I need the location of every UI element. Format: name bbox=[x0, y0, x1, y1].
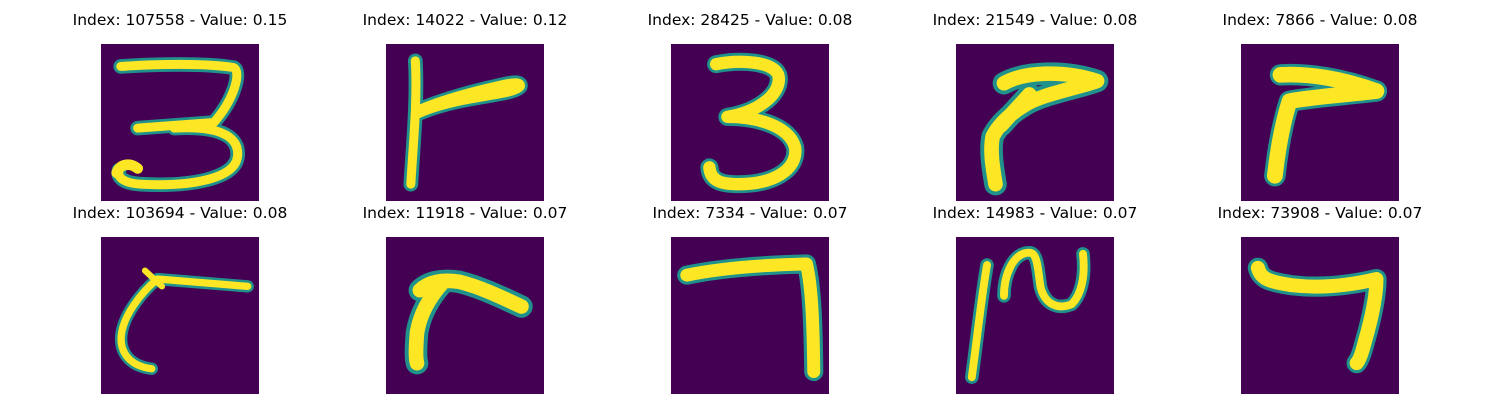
panel-6: Index: 103694 - Value: 0.08 bbox=[50, 203, 310, 394]
digit-image bbox=[101, 44, 259, 201]
panel-title: Index: 28425 - Value: 0.08 bbox=[647, 11, 853, 29]
digit-image bbox=[1241, 237, 1399, 394]
panel-title: Index: 7866 - Value: 0.08 bbox=[1222, 11, 1418, 29]
panel-title: Index: 7334 - Value: 0.07 bbox=[652, 204, 848, 222]
panel-4: Index: 21549 - Value: 0.08 bbox=[905, 10, 1165, 201]
panel-title: Index: 11918 - Value: 0.07 bbox=[362, 204, 568, 222]
digit-image bbox=[671, 44, 829, 201]
panel-7: Index: 11918 - Value: 0.07 bbox=[335, 203, 595, 394]
panel-9: Index: 14983 - Value: 0.07 bbox=[905, 203, 1165, 394]
digit-image bbox=[956, 237, 1114, 394]
digit-image bbox=[386, 237, 544, 394]
panel-8: Index: 7334 - Value: 0.07 bbox=[620, 203, 880, 394]
digit-image bbox=[956, 44, 1114, 201]
panel-title: Index: 73908 - Value: 0.07 bbox=[1217, 204, 1423, 222]
panel-title: Index: 107558 - Value: 0.15 bbox=[72, 11, 288, 29]
panel-title: Index: 14983 - Value: 0.07 bbox=[932, 204, 1138, 222]
panel-title: Index: 14022 - Value: 0.12 bbox=[362, 11, 568, 29]
digit-image bbox=[101, 237, 259, 394]
panel-title: Index: 21549 - Value: 0.08 bbox=[932, 11, 1138, 29]
panel-title: Index: 103694 - Value: 0.08 bbox=[72, 204, 288, 222]
panel-2: Index: 14022 - Value: 0.12 bbox=[335, 10, 595, 201]
digit-image bbox=[386, 44, 544, 201]
panel-1: Index: 107558 - Value: 0.15 bbox=[50, 10, 310, 201]
panel-10: Index: 73908 - Value: 0.07 bbox=[1190, 203, 1450, 394]
digit-image bbox=[671, 237, 829, 394]
digit-image bbox=[1241, 44, 1399, 201]
panel-5: Index: 7866 - Value: 0.08 bbox=[1190, 10, 1450, 201]
panel-3: Index: 28425 - Value: 0.08 bbox=[620, 10, 880, 201]
